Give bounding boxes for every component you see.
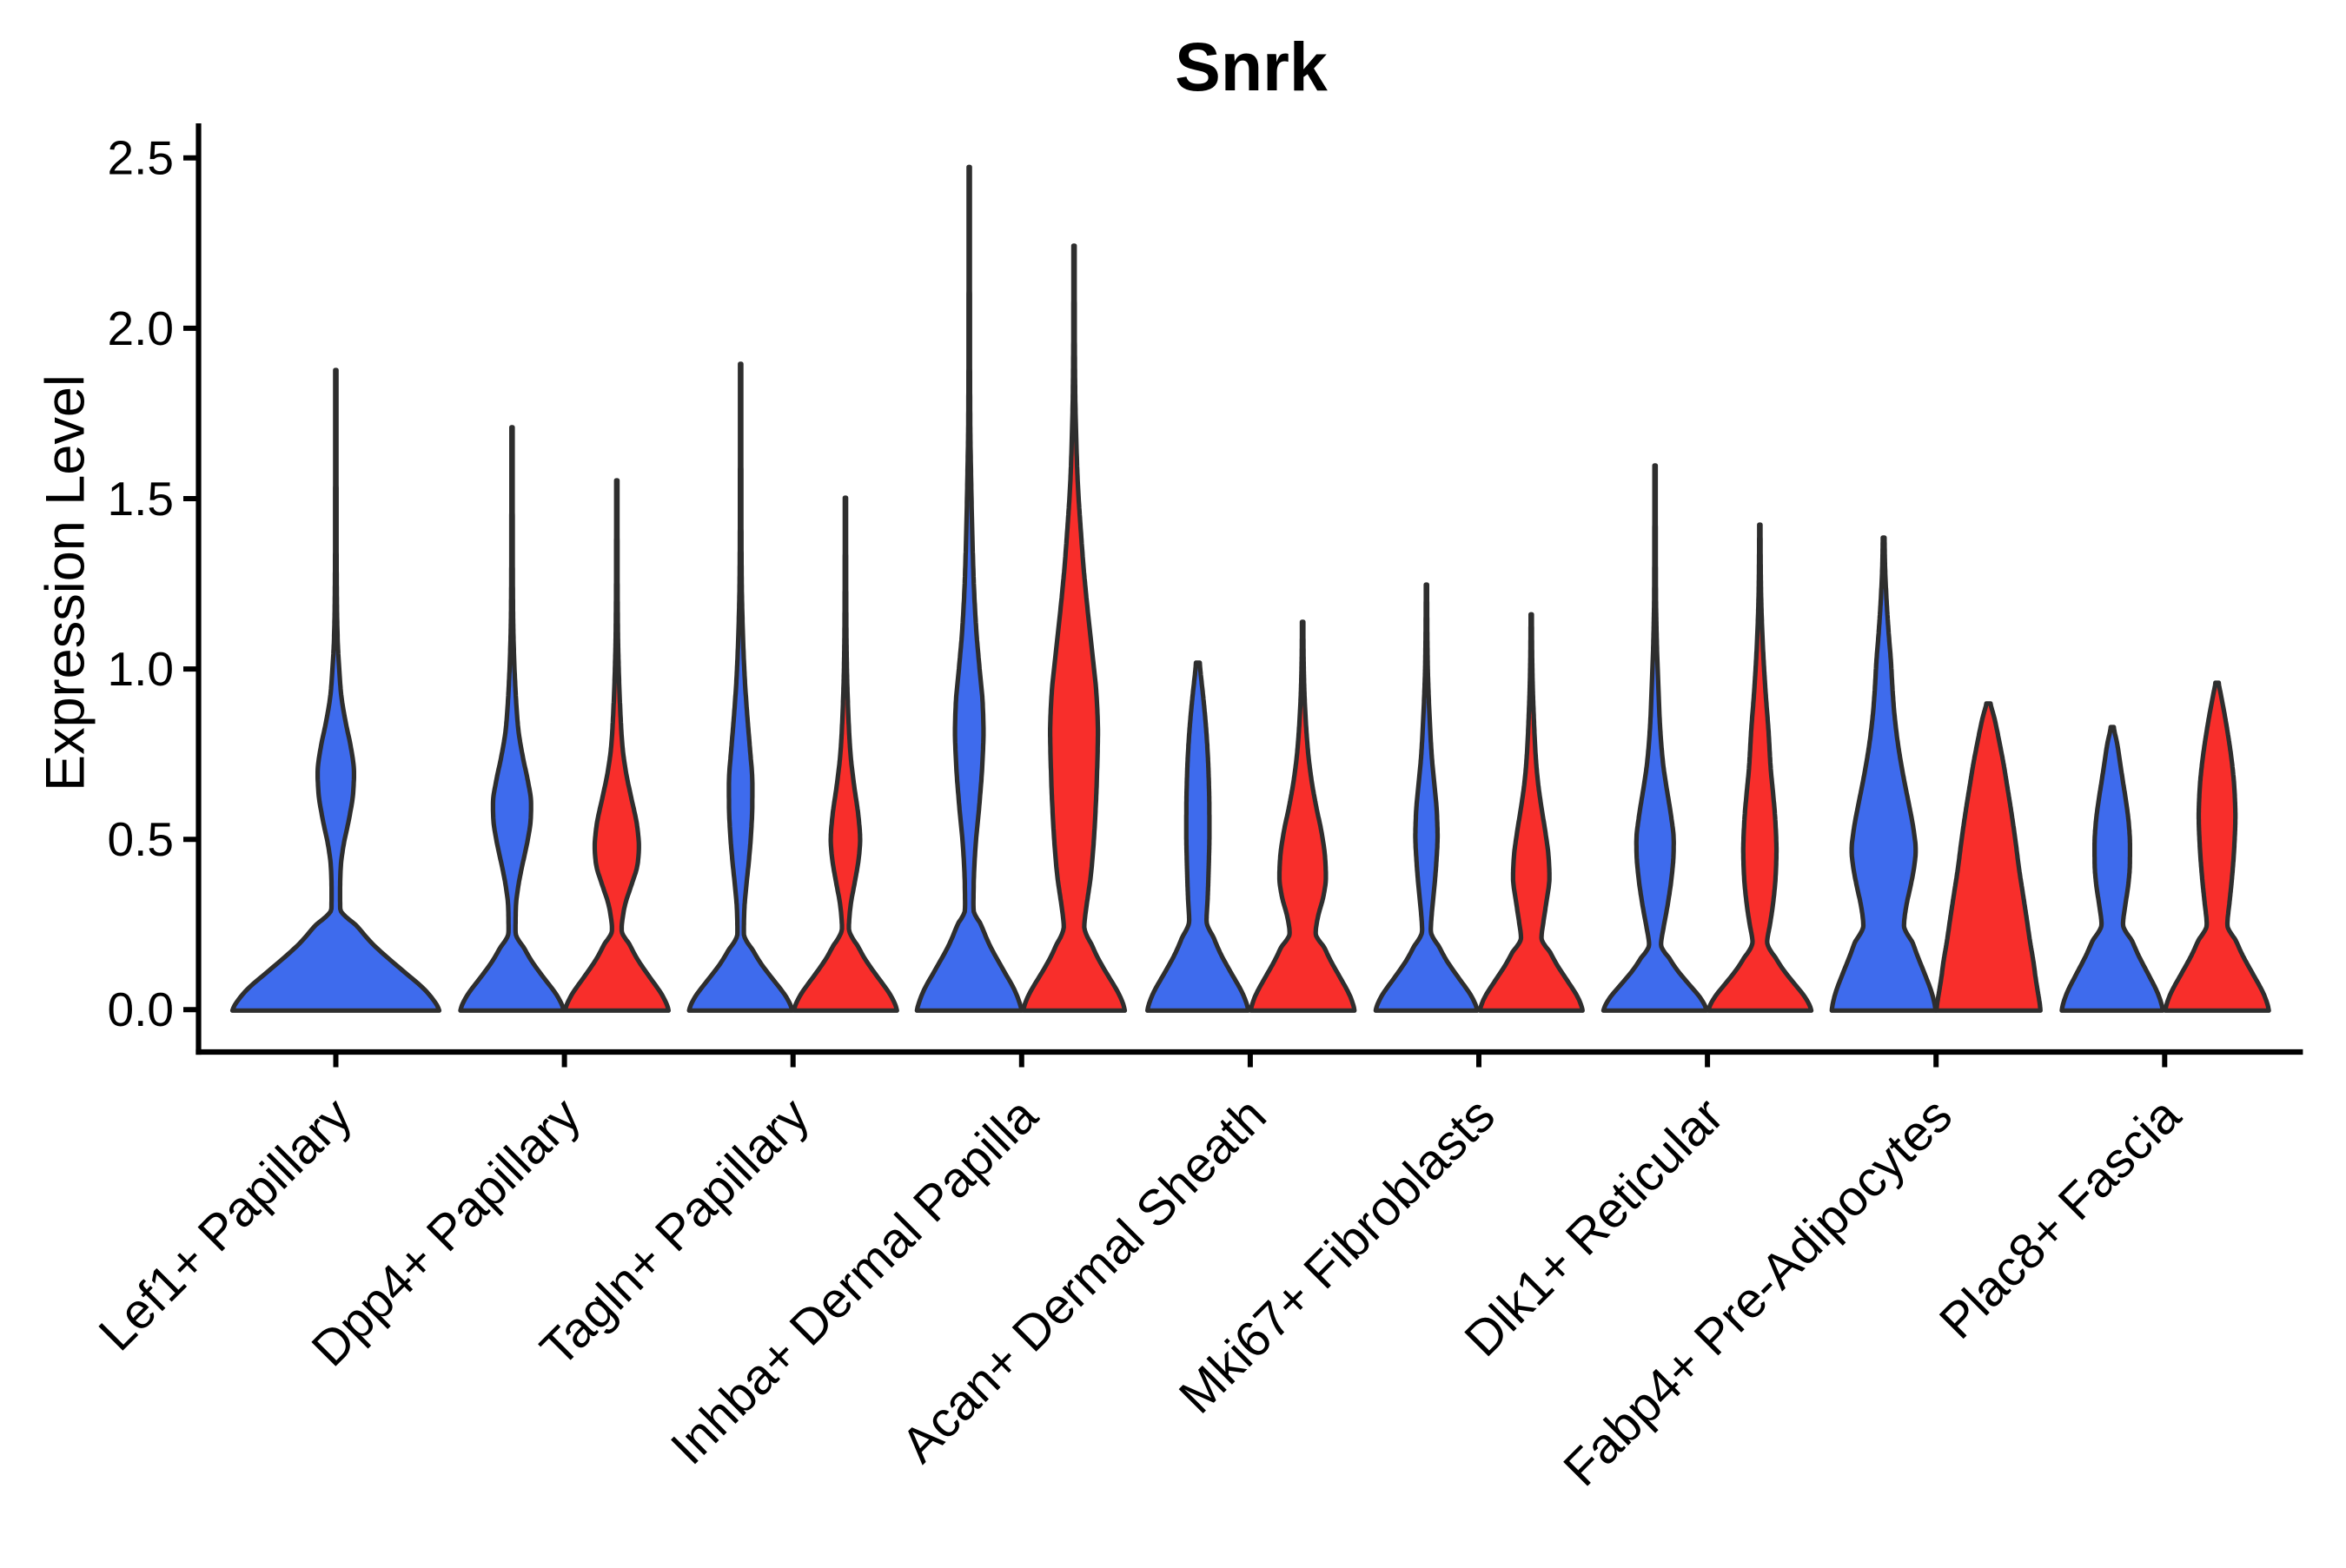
svg-text:2.0: 2.0 (108, 301, 174, 355)
svg-text:0.5: 0.5 (108, 812, 174, 866)
svg-text:Expression Level: Expression Level (36, 374, 96, 791)
svg-text:0.0: 0.0 (108, 982, 174, 1036)
svg-text:2.5: 2.5 (108, 131, 174, 185)
svg-text:Snrk: Snrk (1175, 28, 1329, 105)
svg-text:1.0: 1.0 (108, 642, 174, 696)
svg-text:1.5: 1.5 (108, 472, 174, 526)
